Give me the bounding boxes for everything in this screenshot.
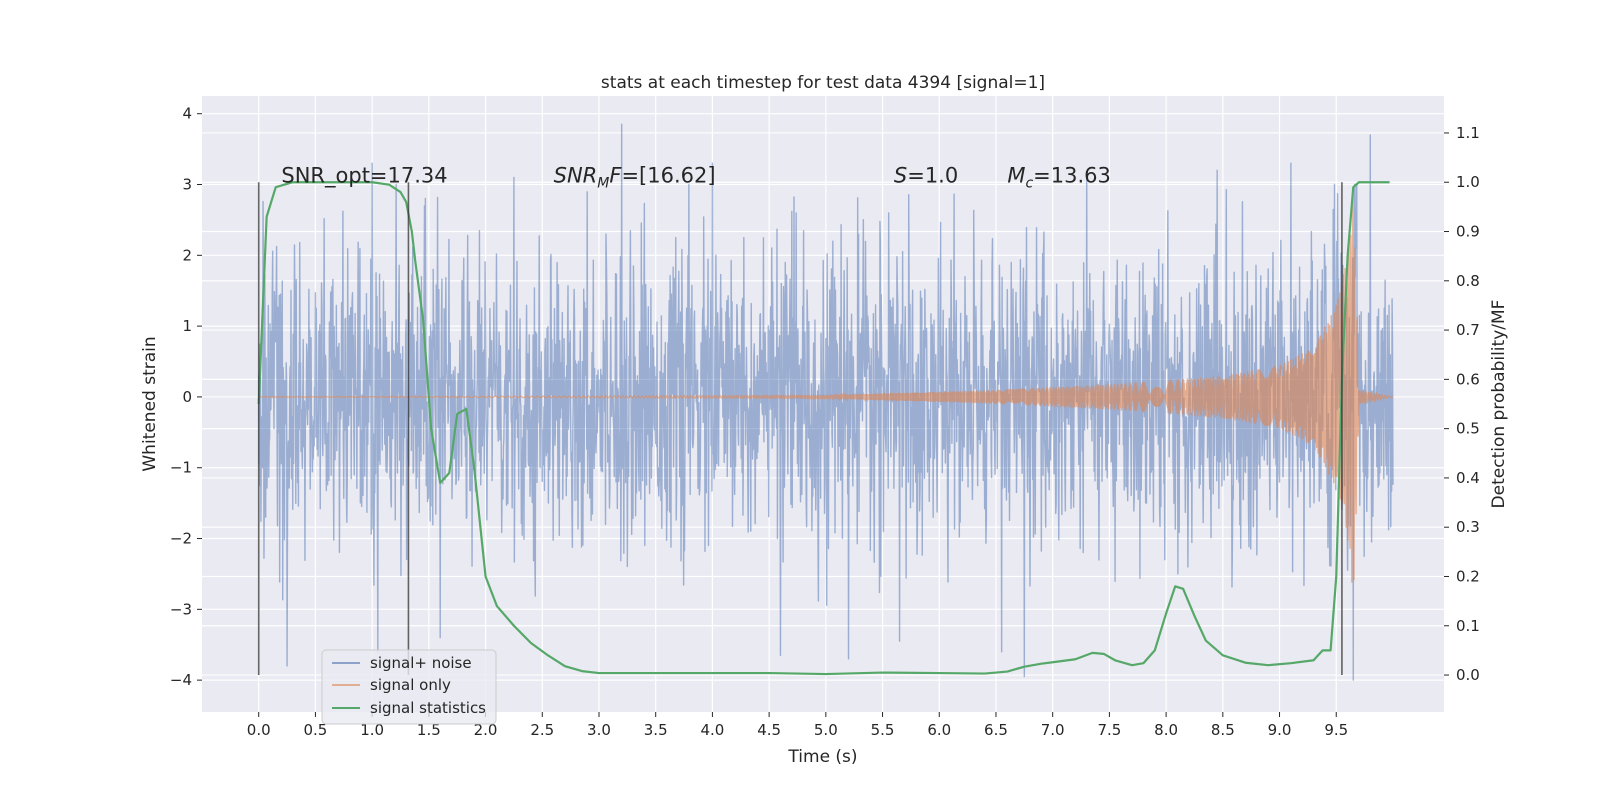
y-right-tick-label: 0.4 [1456,469,1480,487]
signal-series-layer [258,195,1394,583]
x-tick-label: 3.0 [587,721,611,739]
annotation-layer: SNR_opt=17.34 SNRMF=[16.62] S=1.0 Mc=13.63 [281,164,1110,192]
x-tick-label: 6.5 [984,721,1008,739]
plot-clip-group [257,123,1394,681]
y-right-tick-label: 0.5 [1456,420,1480,438]
x-tick-label: 2.5 [530,721,554,739]
x-tick-label: 2.0 [474,721,498,739]
x-axis: 0.0 0.5 1.0 1.5 2.0 2.5 3.0 3.5 4.0 4.5 5.0 5.5 6.0 6… [247,712,1348,739]
legend-label-signal-only: signal only [370,676,451,694]
x-tick-label: 6.0 [927,721,951,739]
x-tick-label: 9.0 [1268,721,1292,739]
x-tick-label: 0.5 [303,721,327,739]
y-axis-label-left: Whitened strain [140,336,160,471]
x-tick-label: 9.5 [1324,721,1348,739]
y-tick-label: 0 [182,388,192,406]
x-tick-label: 4.0 [700,721,724,739]
y-tick-label: −4 [170,671,192,689]
y-right-tick-label: 0.6 [1456,370,1480,388]
y-right-tick-label: 1.1 [1456,124,1480,142]
x-tick-label: 0.0 [247,721,271,739]
x-tick-label: 7.5 [1097,721,1121,739]
x-tick-label: 1.0 [360,721,384,739]
y-right-tick-label: 0.9 [1456,223,1480,241]
y-tick-label: 2 [182,246,192,264]
legend-label-signal-statistics: signal statistics [370,699,486,717]
x-tick-label: 4.5 [757,721,781,739]
statistics-series-layer [257,181,1390,676]
x-tick-label: 7.0 [1041,721,1065,739]
x-tick-label: 3.5 [644,721,668,739]
chart-title: stats at each timestep for test data 439… [601,73,1045,93]
y-right-tick-label: 0.8 [1456,272,1480,290]
y-tick-label: 4 [182,105,192,123]
x-tick-label: 8.5 [1211,721,1235,739]
y-tick-label: −2 [170,530,192,548]
y-right-tick-label: 0.2 [1456,567,1480,585]
y-right-tick-label: 1.0 [1456,173,1480,191]
legend-box [321,649,497,725]
vertical-marker-layer [257,182,1343,676]
y-right-tick-label: 0.0 [1456,666,1480,684]
y-tick-label: −1 [170,459,192,477]
annotation-text: S=1.0 [894,164,958,188]
y-axis-right: 0.0 0.1 0.2 0.3 0.4 0.5 0.6 0.7 0.8 0.9 1.0 1.1 [1444,124,1480,684]
annotation-text: SNRMF=[16.62] [554,164,716,192]
y-tick-label: −3 [170,600,192,618]
y-right-tick-label: 0.1 [1456,617,1480,635]
annotation-text: SNR_opt=17.34 [281,164,447,189]
y-axis-label-right: Detection probability/MF [1489,300,1509,509]
x-tick-label: 8.0 [1154,721,1178,739]
legend-label-signal-noise: signal+ noise [370,654,472,672]
x-tick-label: 5.5 [871,721,895,739]
x-axis-label: Time (s) [787,747,857,767]
signal-only-line [258,195,1394,583]
legend: signal+ noise signal only signal statist… [321,649,497,725]
x-tick-label: 1.5 [417,721,441,739]
y-right-tick-label: 0.3 [1456,518,1480,536]
annotation-text: Mc=13.63 [1007,164,1111,192]
y-right-tick-label: 0.7 [1456,321,1480,339]
y-axis-left: −4 −3 −2 −1 0 1 2 3 4 [170,105,202,689]
y-tick-label: 1 [182,317,192,335]
signal-statistics-line [257,181,1390,676]
y-tick-label: 3 [182,176,192,194]
x-tick-label: 5.0 [814,721,838,739]
